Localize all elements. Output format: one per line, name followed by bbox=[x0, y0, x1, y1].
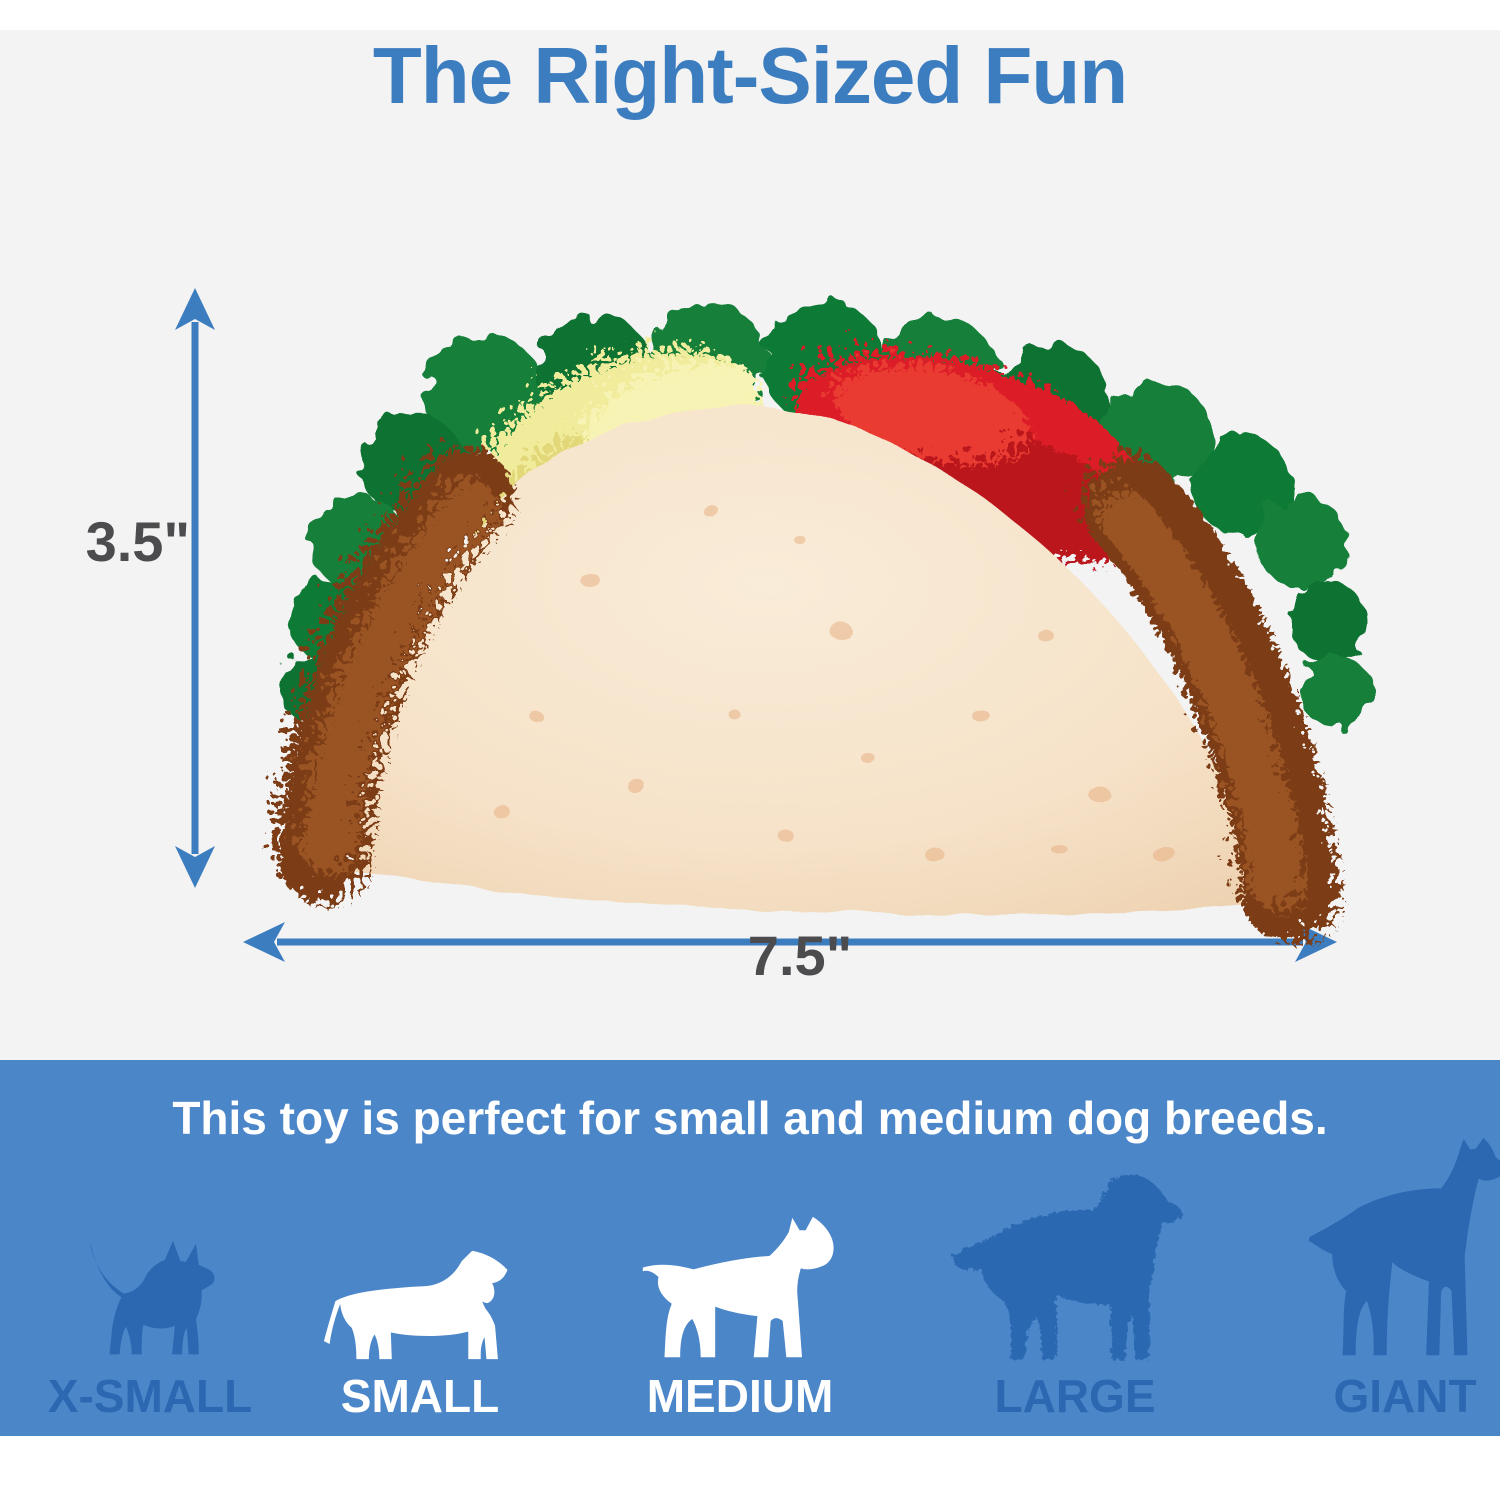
tortilla-shell bbox=[350, 407, 1275, 914]
size-label: GIANT bbox=[1333, 1369, 1477, 1422]
size-option-x-small: X-SMALL bbox=[45, 1238, 255, 1420]
great-dane-icon bbox=[1308, 1137, 1500, 1355]
taco-plush-dog-toy-image bbox=[264, 302, 1372, 930]
meat-fringe-left bbox=[264, 436, 501, 891]
vertical-double-arrow-icon bbox=[175, 288, 215, 888]
retriever-icon bbox=[950, 1172, 1182, 1358]
page-title: The Right-Sized Fun bbox=[372, 31, 1128, 120]
horizontal-double-arrow-icon bbox=[243, 922, 1337, 962]
chihuahua-icon bbox=[90, 1240, 215, 1355]
size-label: X-SMALL bbox=[47, 1369, 253, 1422]
banner-message: This toy is perfect for small and medium… bbox=[172, 1092, 1328, 1144]
dachshund-icon bbox=[323, 1250, 508, 1359]
size-option-small: SMALL bbox=[315, 1248, 525, 1420]
width-dimension-label: 7.5" bbox=[747, 924, 853, 987]
measurement-section: The Right-Sized Fun 3.5" 7.5" bbox=[0, 30, 1500, 1090]
size-option-medium: MEDIUM bbox=[630, 1214, 850, 1420]
size-option-giant: GIANT bbox=[1290, 1134, 1500, 1420]
size-label: LARGE bbox=[994, 1369, 1156, 1422]
bull-terrier-icon bbox=[642, 1216, 834, 1357]
height-dimension-label: 3.5" bbox=[85, 510, 190, 573]
size-label: SMALL bbox=[340, 1369, 500, 1422]
size-option-large: LARGE bbox=[935, 1168, 1215, 1420]
meat-fringe-right bbox=[1070, 445, 1328, 930]
size-label: MEDIUM bbox=[646, 1369, 834, 1422]
breed-size-banner: This toy is perfect for small and medium… bbox=[0, 1060, 1500, 1436]
